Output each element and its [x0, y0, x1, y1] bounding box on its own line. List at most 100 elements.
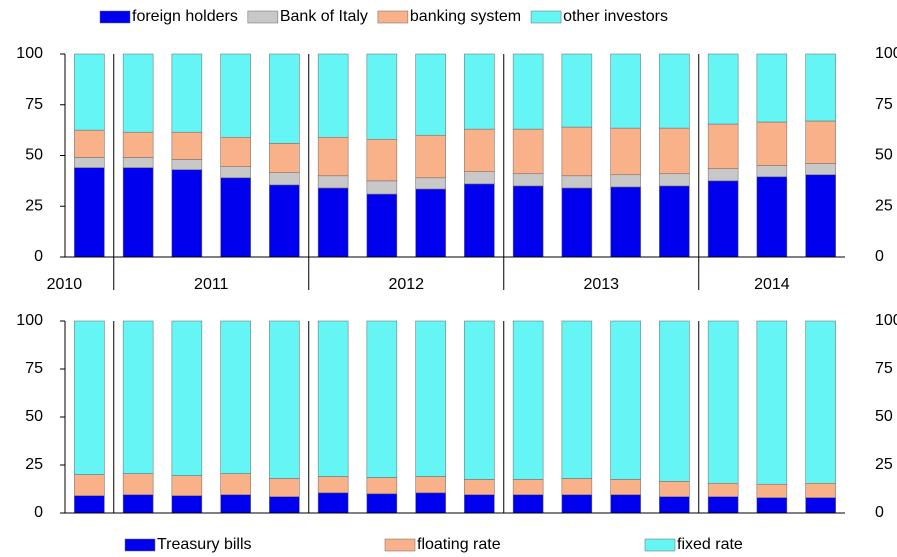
bar-segment [269, 53, 300, 144]
bar-segment [610, 174, 641, 188]
bar-segment [122, 494, 154, 514]
bar-segment [707, 496, 739, 514]
bar-segment [171, 131, 203, 160]
bar-segment [659, 481, 690, 497]
bar-segment [415, 492, 446, 514]
bar-segment [220, 166, 251, 179]
bar-segment [659, 496, 690, 514]
bar-segment [220, 53, 251, 138]
bar-segment [269, 478, 300, 497]
bar-segment [122, 131, 154, 158]
y2-tick-label: 0 [875, 504, 884, 521]
bar-segment [415, 134, 446, 179]
y-tick-label: 0 [34, 248, 43, 265]
y-tick-label: 0 [34, 504, 43, 521]
bar-segment [122, 473, 154, 496]
legend-label: banking system [410, 8, 521, 25]
x-tick-label: 2013 [583, 276, 619, 293]
y2-tick-label: 100 [875, 45, 897, 62]
bar-segment [805, 120, 836, 164]
bar-segment [74, 495, 105, 514]
bar-segment [707, 168, 739, 182]
bar-segment [317, 492, 349, 514]
x-tick-label: 2014 [754, 276, 790, 293]
bar-segment [415, 476, 446, 494]
bar-segment [220, 136, 251, 167]
y2-tick-label: 75 [875, 96, 893, 113]
legend-label: fixed rate [677, 536, 743, 553]
bar-segment [512, 494, 544, 514]
bar-segment [805, 53, 836, 122]
bar-segment [707, 320, 739, 484]
bar-segment [366, 180, 398, 195]
bar-segment [561, 478, 593, 496]
bar-segment [122, 320, 154, 474]
bar-segment [659, 53, 690, 129]
bar-segment [512, 479, 544, 496]
bar-segment [756, 165, 788, 178]
bar-segment [561, 187, 593, 258]
bar-segment [366, 53, 398, 140]
bar-segment [805, 163, 836, 176]
bar-segment [707, 123, 739, 169]
bar-segment [74, 129, 105, 158]
y-tick-label: 100 [16, 312, 43, 329]
bar-segment [317, 320, 349, 477]
x-tick-label: 2011 [194, 276, 229, 293]
bar-segment [512, 128, 544, 175]
bar-segment [464, 53, 495, 130]
bar-segment [415, 320, 446, 477]
y-tick-label: 100 [16, 45, 43, 62]
bar-segment [659, 173, 690, 187]
x-tick-label: 2012 [388, 276, 424, 293]
legend-swatch [99, 10, 131, 24]
bar-segment [415, 53, 446, 136]
bar-segment [317, 175, 349, 189]
bar-segment [317, 136, 349, 177]
bar-segment [610, 53, 641, 129]
bar-segment [317, 476, 349, 494]
bar-segment [659, 127, 690, 175]
bar-segment [756, 497, 788, 514]
y2-tick-label: 75 [875, 360, 893, 377]
legend-label: other investors [563, 8, 668, 25]
bar-segment [366, 477, 398, 495]
bar-segment [561, 175, 593, 189]
bar-segment [171, 169, 203, 258]
bar-segment [269, 184, 300, 258]
bar-segment [464, 494, 495, 514]
bar-segment [366, 139, 398, 182]
bar-segment [366, 320, 398, 478]
bar-segment [610, 479, 641, 496]
bar-segment [659, 320, 690, 482]
bar-segment [464, 171, 495, 185]
bar-segment [220, 494, 251, 514]
bar-segment [171, 53, 203, 133]
y2-tick-label: 0 [875, 248, 884, 265]
bar-segment [269, 320, 300, 479]
bar-segment [220, 320, 251, 474]
y-tick-label: 75 [25, 96, 43, 113]
bar-segment [659, 185, 690, 258]
bar-segment [561, 53, 593, 128]
y-tick-label: 50 [25, 147, 43, 164]
y2-tick-label: 50 [875, 147, 893, 164]
legend-label: Treasury bills [157, 536, 252, 553]
bar-segment [464, 183, 495, 258]
bar-segment [805, 482, 836, 498]
bar-segment [74, 320, 105, 475]
bar-segment [171, 320, 203, 476]
legend-swatch [247, 10, 279, 24]
bar-segment [561, 126, 593, 177]
bar-segment [366, 493, 398, 514]
bar-segment [512, 320, 544, 480]
legend-swatch [124, 538, 156, 552]
bar-segment [707, 180, 739, 258]
bar-segment [805, 497, 836, 514]
bar-segment [269, 143, 300, 174]
bar-segment [74, 167, 105, 258]
bar-segment [756, 176, 788, 258]
bar-segment [317, 53, 349, 138]
